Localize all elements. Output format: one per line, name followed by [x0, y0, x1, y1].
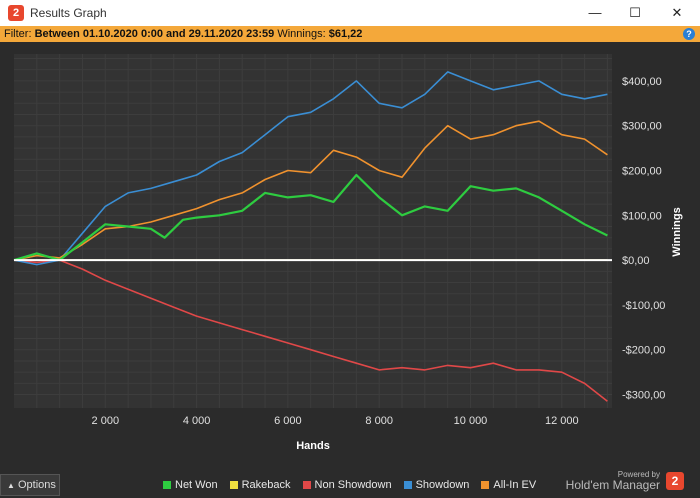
options-label: Options — [17, 479, 56, 491]
series-line-non-showdown — [13, 259, 608, 402]
legend-label: Net Won — [175, 479, 218, 491]
options-button[interactable]: ▲ Options — [0, 474, 60, 496]
x-tick-label: 10 000 — [454, 415, 488, 427]
winnings-label: Winnings: — [277, 28, 326, 40]
bottom-bar: ▲ Options Net Won Rakeback Non Showdown Sho… — [0, 470, 700, 498]
legend-item-rakeback[interactable]: Rakeback — [229, 478, 291, 492]
series-line-all-in-ev — [13, 120, 608, 261]
legend-swatch — [481, 481, 490, 489]
powered-by-text: Powered by — [617, 470, 660, 479]
x-tick-label: 2 000 — [92, 415, 120, 427]
filter-range: Between 01.10.2020 0:00 and 29.11.2020 2… — [34, 28, 275, 40]
legend-item-net-won[interactable]: Net Won — [163, 478, 218, 492]
hm2-badge-icon: 2 — [666, 472, 684, 490]
results-chart: 2 000 4 000 6 000 8 000 10 000 12 000 -$300,0… — [0, 42, 700, 470]
legend-item-all-in-ev[interactable]: All-In EV — [481, 478, 536, 492]
chart-legend: Net Won Rakeback Non Showdown Showdown All-I… — [163, 478, 536, 492]
help-icon[interactable]: ? — [683, 28, 695, 40]
legend-label: Non Showdown — [314, 479, 392, 491]
y-tick-label: $400,00 — [622, 76, 662, 88]
legend-item-non-showdown[interactable]: Non Showdown — [302, 478, 392, 492]
series-lines — [13, 71, 612, 402]
legend-item-showdown[interactable]: Showdown — [403, 478, 470, 492]
winnings-value: $61,22 — [328, 28, 363, 40]
y-tick-label: -$100,00 — [622, 300, 665, 312]
window-title: Results Graph — [30, 6, 107, 20]
y-axis-label: Winnings — [671, 207, 683, 256]
series-line-showdown — [13, 71, 608, 266]
legend-swatch — [302, 481, 311, 489]
brand-block: Powered by Hold'em Manager 2 — [565, 470, 684, 492]
legend-label: All-In EV — [493, 479, 537, 491]
y-tick-label: $200,00 — [622, 166, 662, 178]
x-tick-labels: 2 000 4 000 6 000 8 000 10 000 12 000 — [92, 415, 579, 427]
y-tick-label: $300,00 — [622, 121, 662, 133]
y-tick-label: -$200,00 — [622, 345, 665, 357]
legend-swatch — [229, 481, 238, 489]
legend-swatch — [403, 481, 412, 489]
y-tick-label: $0,00 — [622, 255, 650, 267]
minimize-button[interactable]: — — [588, 5, 602, 20]
x-axis-label: Hands — [296, 440, 330, 452]
x-tick-label: 6 000 — [274, 415, 302, 427]
close-button[interactable]: ✕ — [671, 5, 683, 20]
legend-label: Showdown — [415, 479, 470, 491]
legend-label: Rakeback — [241, 479, 291, 491]
hm2-logo-icon: 2 — [8, 5, 24, 21]
x-tick-label: 12 000 — [545, 415, 579, 427]
chart-svg: 2 000 4 000 6 000 8 000 10 000 12 000 -$300,0… — [13, 54, 683, 452]
legend-swatch — [163, 481, 171, 489]
plot-background — [14, 54, 612, 408]
title-bar: 2 Results Graph — ☐ ✕ — [0, 0, 700, 26]
y-tick-labels: -$300,00 -$200,00 -$100,00 $0,00 $100,00 $200… — [622, 76, 665, 402]
maximize-button[interactable]: ☐ — [629, 5, 641, 20]
options-arrow-icon: ▲ — [7, 481, 15, 490]
series-line-net-won — [13, 173, 608, 262]
x-tick-label: 4 000 — [183, 415, 211, 427]
brand-name: Hold'em Manager — [565, 478, 660, 492]
filter-bar: Filter: Between 01.10.2020 0:00 and 29.1… — [0, 26, 700, 42]
filter-prefix: Filter: — [4, 28, 32, 40]
y-tick-label: $100,00 — [622, 210, 662, 222]
x-tick-label: 8 000 — [365, 415, 393, 427]
y-tick-label: -$300,00 — [622, 390, 665, 402]
